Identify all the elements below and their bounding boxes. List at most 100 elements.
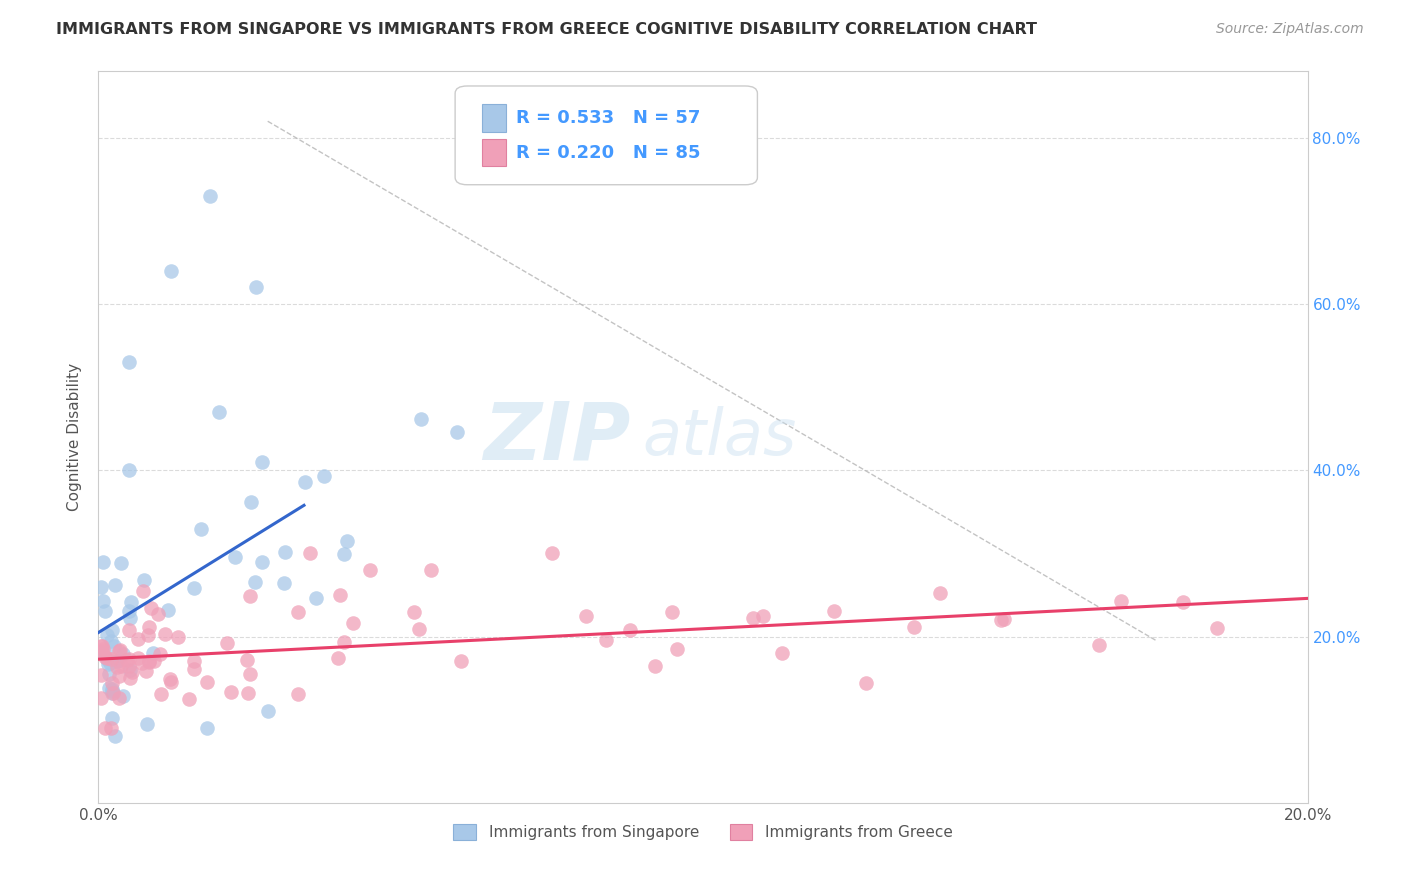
Point <box>103 686 125 700</box>
Point <box>157 603 180 617</box>
Point <box>100 633 122 648</box>
Point <box>120 595 142 609</box>
Point <box>153 627 176 641</box>
Point <box>93 604 115 618</box>
Point <box>420 563 443 577</box>
Point <box>409 412 432 426</box>
Point <box>619 623 641 637</box>
FancyBboxPatch shape <box>482 138 506 167</box>
Point <box>160 675 183 690</box>
Point <box>101 686 124 700</box>
Point <box>91 555 114 569</box>
Text: ZIP: ZIP <box>484 398 630 476</box>
Point <box>446 425 468 439</box>
Point <box>183 654 205 668</box>
Point <box>256 705 278 719</box>
Point <box>243 575 266 590</box>
Point <box>333 547 356 561</box>
Point <box>131 657 153 671</box>
Point <box>273 576 295 591</box>
FancyBboxPatch shape <box>456 86 758 185</box>
Point <box>903 620 925 634</box>
Point <box>94 650 117 665</box>
Point <box>236 686 259 700</box>
Text: Source: ZipAtlas.com: Source: ZipAtlas.com <box>1216 22 1364 37</box>
Point <box>138 654 160 668</box>
Point <box>595 633 617 648</box>
Point <box>103 639 125 653</box>
Point <box>101 711 124 725</box>
Point <box>823 604 845 618</box>
Point <box>149 648 172 662</box>
Point <box>540 546 562 560</box>
Point <box>90 639 112 653</box>
Point <box>287 605 309 619</box>
Point <box>118 463 141 477</box>
Point <box>360 563 382 577</box>
Point <box>105 660 128 674</box>
Point <box>134 573 156 587</box>
Point <box>195 721 218 735</box>
Point <box>108 690 131 705</box>
Point <box>160 264 183 278</box>
Legend: Immigrants from Singapore, Immigrants from Greece: Immigrants from Singapore, Immigrants fr… <box>447 818 959 847</box>
Point <box>91 644 114 658</box>
Point <box>644 658 666 673</box>
Point <box>91 642 114 657</box>
Point <box>97 657 120 671</box>
Point <box>1088 638 1111 652</box>
Point <box>221 685 243 699</box>
Point <box>342 616 364 631</box>
Point <box>132 584 155 599</box>
Point <box>329 588 352 602</box>
Point <box>105 654 128 668</box>
Y-axis label: Cognitive Disability: Cognitive Disability <box>67 363 83 511</box>
Point <box>239 589 262 603</box>
Point <box>94 721 117 735</box>
Point <box>118 659 141 673</box>
Point <box>287 687 309 701</box>
Point <box>993 612 1015 626</box>
Point <box>90 580 112 594</box>
Point <box>1171 595 1194 609</box>
Point <box>332 635 354 649</box>
Point <box>408 622 430 636</box>
Point <box>115 652 138 666</box>
Point <box>118 663 141 677</box>
Point <box>135 716 157 731</box>
Text: IMMIGRANTS FROM SINGAPORE VS IMMIGRANTS FROM GREECE COGNITIVE DISABILITY CORRELA: IMMIGRANTS FROM SINGAPORE VS IMMIGRANTS … <box>56 22 1038 37</box>
Point <box>138 655 160 669</box>
Point <box>294 475 316 489</box>
Point <box>110 556 132 570</box>
Point <box>91 593 114 607</box>
Point <box>305 591 328 605</box>
Point <box>105 654 128 668</box>
Point <box>108 643 131 657</box>
Point <box>250 555 273 569</box>
Point <box>135 664 157 678</box>
Point <box>224 550 246 565</box>
Point <box>159 672 181 686</box>
Point <box>90 667 112 681</box>
FancyBboxPatch shape <box>482 104 506 132</box>
Point <box>149 687 172 701</box>
Point <box>136 627 159 641</box>
Point <box>142 654 165 668</box>
Point <box>100 652 122 666</box>
Point <box>245 280 267 294</box>
Point <box>239 667 262 681</box>
Point <box>138 620 160 634</box>
Point <box>110 659 132 673</box>
Point <box>312 469 335 483</box>
Point <box>336 533 359 548</box>
Point <box>90 691 112 706</box>
Point <box>183 582 205 596</box>
Point <box>104 729 127 743</box>
Point <box>752 609 775 624</box>
Point <box>127 632 149 646</box>
Point <box>127 651 149 665</box>
Point <box>118 611 141 625</box>
Point <box>274 545 297 559</box>
Point <box>108 669 131 683</box>
Point <box>252 455 274 469</box>
